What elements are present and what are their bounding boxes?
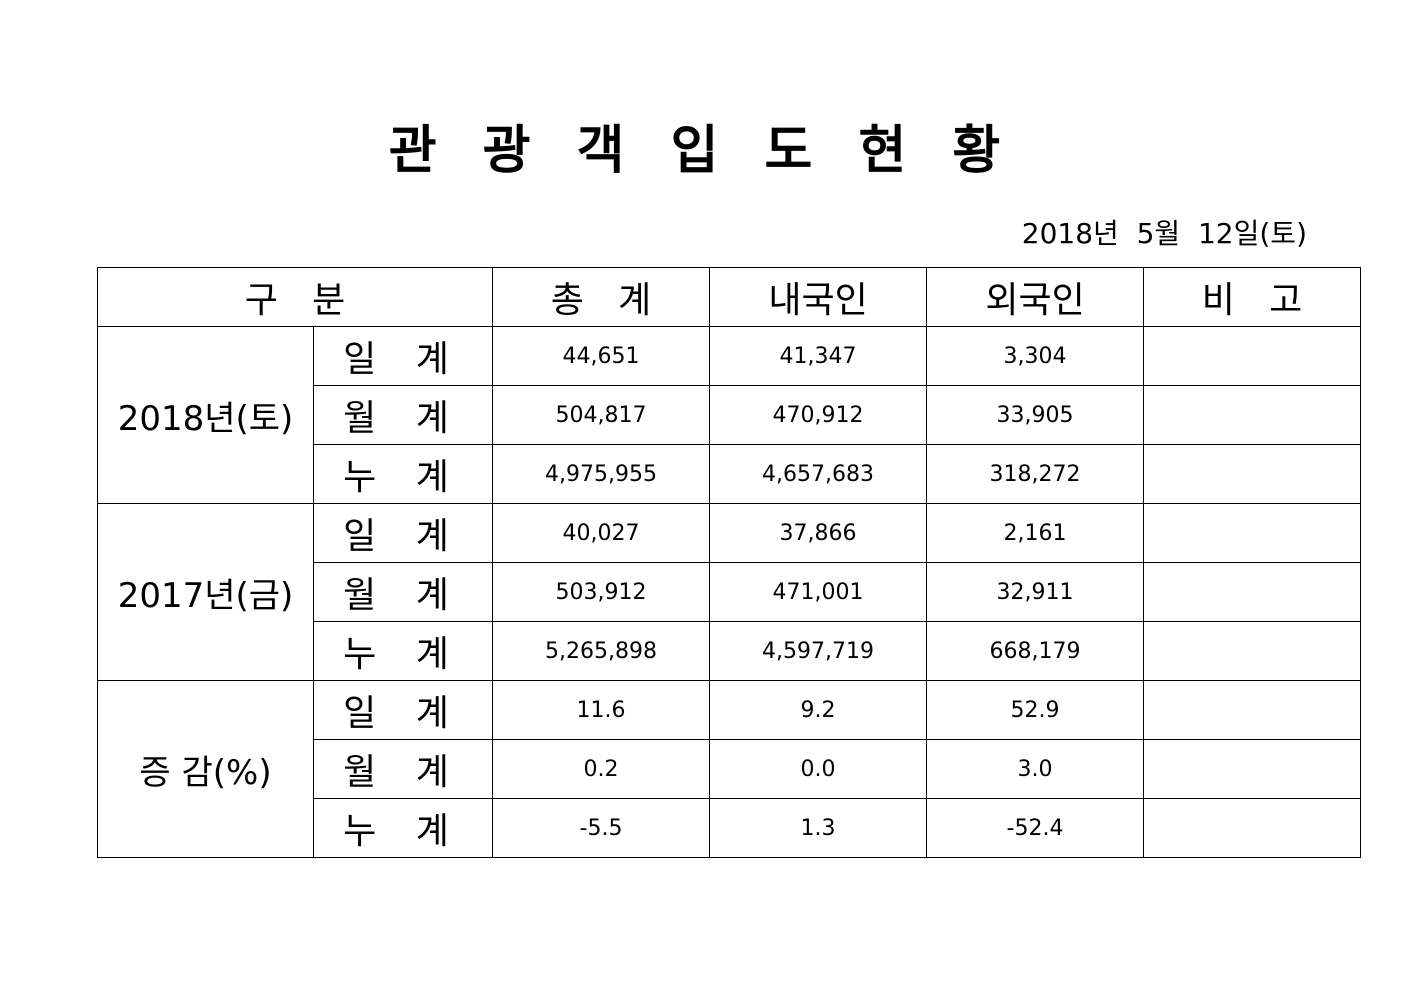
column-header: 외국인 <box>926 267 1145 327</box>
value-cell: 503,912 <box>492 562 711 622</box>
row-label: 누 계 <box>312 621 494 681</box>
row-label: 누 계 <box>312 798 494 858</box>
value-cell: 40,027 <box>492 503 711 563</box>
visitor-table: 구 분 총 계 내국인 외국인 비 고 2018년(토) 일 계 44,651 41,… <box>96 267 1362 858</box>
value-cell: 0.2 <box>492 739 711 799</box>
value-cell: -52.4 <box>926 798 1145 858</box>
row-label: 월 계 <box>312 385 494 445</box>
value-cell: 5,265,898 <box>492 621 711 681</box>
table-row: 2018년(토) 일 계 44,651 41,347 3,304 <box>97 326 1362 504</box>
value-cell: 3,304 <box>926 326 1145 386</box>
table-row: 누 계 -5.5 1.3 -52.4 <box>98 798 1362 858</box>
header-row: 구 분 총 계 내국인 외국인 비 고 <box>96 267 1362 327</box>
remark-cell <box>1143 562 1362 622</box>
value-cell: 44,651 <box>492 326 711 386</box>
remark-cell <box>1143 739 1362 799</box>
value-cell: 4,597,719 <box>709 621 928 681</box>
remark-cell <box>1143 621 1362 681</box>
remark-cell <box>1143 503 1362 563</box>
remark-cell <box>1143 385 1362 445</box>
table-row: 누 계 4,975,955 4,657,683 318,272 <box>98 444 1362 504</box>
value-cell: 318,272 <box>926 444 1145 504</box>
table-row: 2017년(금) 일 계 40,027 37,866 2,161 <box>97 503 1362 681</box>
row-label: 월 계 <box>312 562 494 622</box>
row-label: 일 계 <box>312 503 494 563</box>
group-label: 2018년(토) <box>97 326 314 504</box>
value-cell: -5.5 <box>492 798 711 858</box>
column-header: 총 계 <box>492 267 711 327</box>
table-row: 증 감(%) 일 계 11.6 9.2 52.9 <box>97 680 1362 858</box>
table-row: 월 계 0.2 0.0 3.0 <box>98 739 1362 799</box>
title: 관 광 객 입 도 현 황 <box>388 121 1015 181</box>
group-label: 2017년(금) <box>97 503 314 681</box>
report-date: 2018년 5월 12일(토) <box>1021 217 1307 250</box>
remark-cell <box>1143 444 1362 504</box>
value-cell: 3.0 <box>926 739 1145 799</box>
remark-cell <box>1143 680 1362 740</box>
value-cell: 11.6 <box>492 680 711 740</box>
value-cell: 471,001 <box>709 562 928 622</box>
table-body: 2018년(토) 일 계 44,651 41,347 3,304 월 계 504,817 47… <box>97 326 1362 858</box>
remark-cell <box>1143 798 1362 858</box>
value-cell: 4,657,683 <box>709 444 928 504</box>
column-header: 내국인 <box>709 267 928 327</box>
value-cell: 41,347 <box>709 326 928 386</box>
group-label: 증 감(%) <box>97 680 314 858</box>
value-cell: 2,161 <box>926 503 1145 563</box>
value-cell: 668,179 <box>926 621 1145 681</box>
value-cell: 32,911 <box>926 562 1145 622</box>
table-row: 누 계 5,265,898 4,597,719 668,179 <box>98 621 1362 681</box>
value-cell: 504,817 <box>492 385 711 445</box>
value-cell: 37,866 <box>709 503 928 563</box>
row-label: 일 계 <box>312 326 494 386</box>
column-header: 비 고 <box>1143 267 1362 327</box>
row-label: 월 계 <box>312 739 494 799</box>
row-label: 일 계 <box>312 680 494 740</box>
value-cell: 470,912 <box>709 385 928 445</box>
value-cell: 52.9 <box>926 680 1145 740</box>
value-cell: 4,975,955 <box>492 444 711 504</box>
table-row: 월 계 503,912 471,001 32,911 <box>98 562 1362 622</box>
value-cell: 1.3 <box>709 798 928 858</box>
value-cell: 33,905 <box>926 385 1145 445</box>
remark-cell <box>1143 326 1362 386</box>
row-label: 누 계 <box>312 444 494 504</box>
value-cell: 9.2 <box>709 680 928 740</box>
column-header: 구 분 <box>96 267 494 327</box>
value-cell: 0.0 <box>709 739 928 799</box>
